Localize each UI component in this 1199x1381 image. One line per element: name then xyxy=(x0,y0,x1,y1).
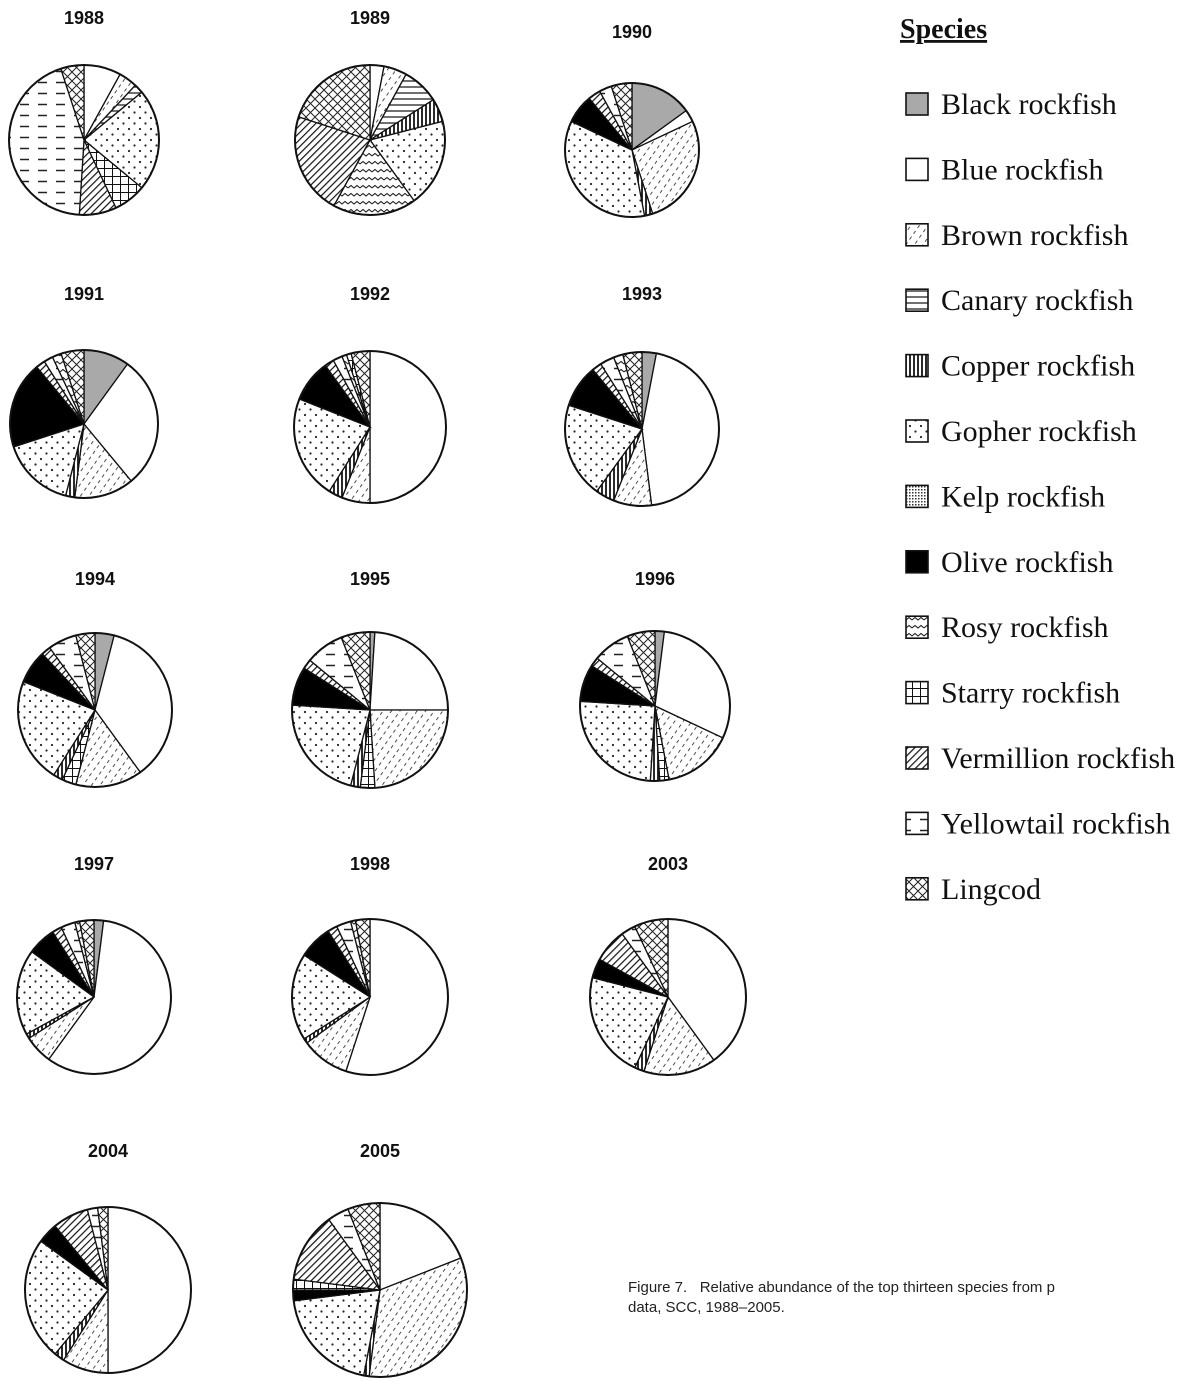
legend-item-lingcod: Lingcod xyxy=(905,873,1041,906)
legend-item-copper: Copper rockfish xyxy=(905,350,1135,383)
legend-swatch xyxy=(905,876,929,901)
legend-item-olive: Olive rockfish xyxy=(905,546,1113,579)
pie-outline xyxy=(292,1202,468,1378)
legend-item-starry: Starry rockfish xyxy=(905,677,1120,710)
pie-outline xyxy=(564,351,720,507)
legend-label: Black rockfish xyxy=(941,88,1117,121)
pie-outline xyxy=(16,919,172,1075)
pie-1994: 1994 xyxy=(17,569,173,788)
pie-year-label: 2005 xyxy=(360,1141,400,1161)
pie-outline xyxy=(579,630,731,782)
pie-outline xyxy=(17,632,173,788)
legend-item-rosy: Rosy rockfish xyxy=(905,611,1109,644)
pie-outline xyxy=(294,64,446,216)
pie-1998: 1998 xyxy=(291,854,449,1076)
pie-1995: 1995 xyxy=(291,569,449,789)
legend-label: Rosy rockfish xyxy=(941,611,1109,644)
pie-outline xyxy=(293,350,447,504)
pie-year-label: 1992 xyxy=(350,284,390,304)
pie-outline xyxy=(291,918,449,1076)
pie-slice-blue xyxy=(107,1206,192,1374)
legend-swatch xyxy=(905,92,929,116)
pie-1991: 1991 xyxy=(9,284,159,499)
pie-year-label: 1989 xyxy=(350,8,390,28)
legend-item-vermillion: Vermillion rockfish xyxy=(905,742,1175,775)
pie-year-label: 1991 xyxy=(64,284,104,304)
legend: Black rockfish Blue rockfish Brown rockfis… xyxy=(905,88,1175,906)
legend-label: Brown rockfish xyxy=(941,219,1128,252)
pie-slice-blue xyxy=(369,631,449,711)
pie-slice-brown xyxy=(369,709,449,789)
legend-item-gopher: Gopher rockfish xyxy=(905,415,1137,448)
pie-1997: 1997 xyxy=(16,854,172,1075)
pie-1996: 1996 xyxy=(579,569,731,782)
pie-year-label: 1997 xyxy=(74,854,114,874)
legend-label: Kelp rockfish xyxy=(941,480,1105,513)
legend-swatch xyxy=(905,419,929,443)
pie-outline xyxy=(589,918,747,1076)
legend-swatch xyxy=(905,615,929,640)
pie-1988: 1988 xyxy=(8,8,160,216)
pie-year-label: 1998 xyxy=(350,854,390,874)
pie-outline xyxy=(9,349,159,499)
pie-1993: 1993 xyxy=(564,284,720,507)
legend-item-brown: Brown rockfish xyxy=(905,219,1128,252)
legend-swatch xyxy=(905,484,929,509)
legend-label: Copper rockfish xyxy=(941,350,1135,383)
pie-slice-blue xyxy=(369,350,447,504)
legend-label: Gopher rockfish xyxy=(941,415,1137,448)
legend-label: Starry rockfish xyxy=(941,677,1120,710)
legend-item-blue: Blue rockfish xyxy=(905,153,1103,186)
pie-grid: 1988 1989 1990 1991 1992 1993 1994 1995 1996 1997… xyxy=(8,8,747,1378)
legend-swatch xyxy=(905,288,929,313)
pie-1990: 1990 xyxy=(564,22,700,218)
legend-label: Olive rockfish xyxy=(941,546,1113,579)
pie-year-label: 2004 xyxy=(88,1141,128,1161)
legend-label: Yellowtail rockfish xyxy=(941,807,1170,840)
caption-line-2: data, SCC, 1988–2005. xyxy=(628,1299,785,1316)
pie-outline xyxy=(24,1206,192,1374)
legend-item-yellowtail: Yellowtail rockfish xyxy=(905,807,1170,840)
legend-swatch xyxy=(905,811,929,836)
pie-slice-blue xyxy=(641,352,720,507)
pie-outline xyxy=(564,82,700,218)
legend-swatch xyxy=(905,549,929,574)
legend-label: Canary rockfish xyxy=(941,284,1133,317)
pie-year-label: 1996 xyxy=(635,569,675,589)
legend-item-black: Black rockfish xyxy=(905,88,1117,121)
pie-2004: 2004 xyxy=(24,1141,192,1374)
pie-year-label: 1988 xyxy=(64,8,104,28)
legend-item-kelp: Kelp rockfish xyxy=(905,480,1105,513)
pie-2005: 2005 xyxy=(292,1141,468,1378)
pie-year-label: 1994 xyxy=(75,569,115,589)
figure-caption: Figure 7. Relative abundance of the top … xyxy=(628,1278,1199,1318)
legend-swatch xyxy=(905,680,929,705)
legend-swatch xyxy=(905,746,929,770)
legend-label: Lingcod xyxy=(941,873,1041,906)
pie-1989: 1989 xyxy=(294,8,446,216)
legend-swatch xyxy=(905,157,929,182)
legend-swatch xyxy=(905,223,929,247)
pie-outline xyxy=(291,631,449,789)
pie-1992: 1992 xyxy=(293,284,447,504)
pie-year-label: 1995 xyxy=(350,569,390,589)
pie-year-label: 1993 xyxy=(622,284,662,304)
legend-label: Blue rockfish xyxy=(941,153,1103,186)
caption-line-1: Figure 7. Relative abundance of the top … xyxy=(628,1279,1055,1296)
legend-label: Vermillion rockfish xyxy=(941,742,1175,775)
pie-outline xyxy=(8,64,160,216)
pie-year-label: 2003 xyxy=(648,854,688,874)
legend-title: Species xyxy=(900,14,987,45)
pie-2003: 2003 xyxy=(589,854,747,1076)
pie-year-label: 1990 xyxy=(612,22,652,42)
legend-item-canary: Canary rockfish xyxy=(905,284,1133,317)
pie-slice-gopher xyxy=(579,700,656,782)
legend-swatch xyxy=(905,353,929,378)
